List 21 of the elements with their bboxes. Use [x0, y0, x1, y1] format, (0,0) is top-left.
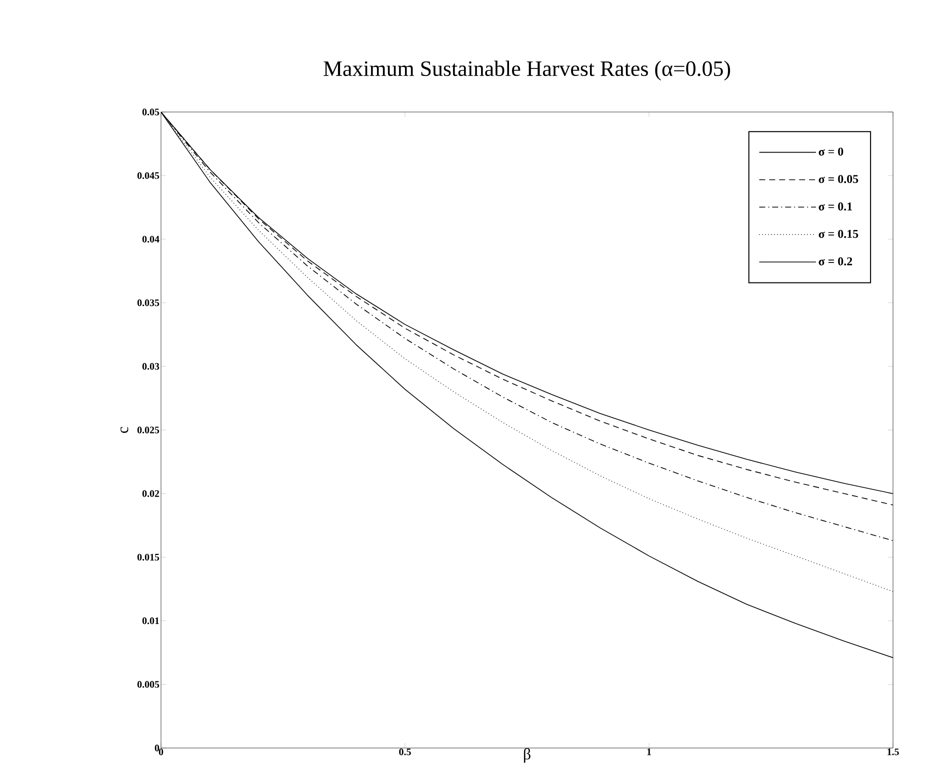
legend-label: σ = 0.15 — [818, 230, 858, 238]
y-tick-label: 0.015 — [137, 554, 160, 561]
x-tick-label: 1.5 — [888, 748, 899, 756]
y-tick-label: 0.005 — [137, 681, 160, 688]
y-tick-label: 0.035 — [137, 299, 160, 306]
x-tick-label: 0.5 — [399, 748, 411, 756]
legend-label: σ = 0.1 — [818, 202, 852, 211]
y-axis-title: c — [120, 426, 128, 433]
y-tick-label: 0.04 — [142, 236, 160, 243]
legend-label: σ = 0.2 — [818, 257, 852, 266]
y-tick-label: 0.01 — [142, 617, 159, 624]
y-tick-label: 0.03 — [142, 363, 160, 370]
y-tick-label: 0.02 — [142, 490, 160, 497]
y-tick-label: 0.025 — [137, 426, 160, 434]
y-tick-label: 0.045 — [137, 172, 160, 179]
legend-label: σ = 0.05 — [818, 174, 858, 184]
chart-title: Maximum Sustainable Harvest Rates (α=0.05) — [324, 60, 730, 81]
legend-label: σ = 0 — [818, 148, 844, 156]
x-axis-title: β — [524, 748, 530, 763]
y-tick-label: 0.05 — [142, 108, 160, 116]
x-tick-label: 1 — [647, 748, 651, 756]
